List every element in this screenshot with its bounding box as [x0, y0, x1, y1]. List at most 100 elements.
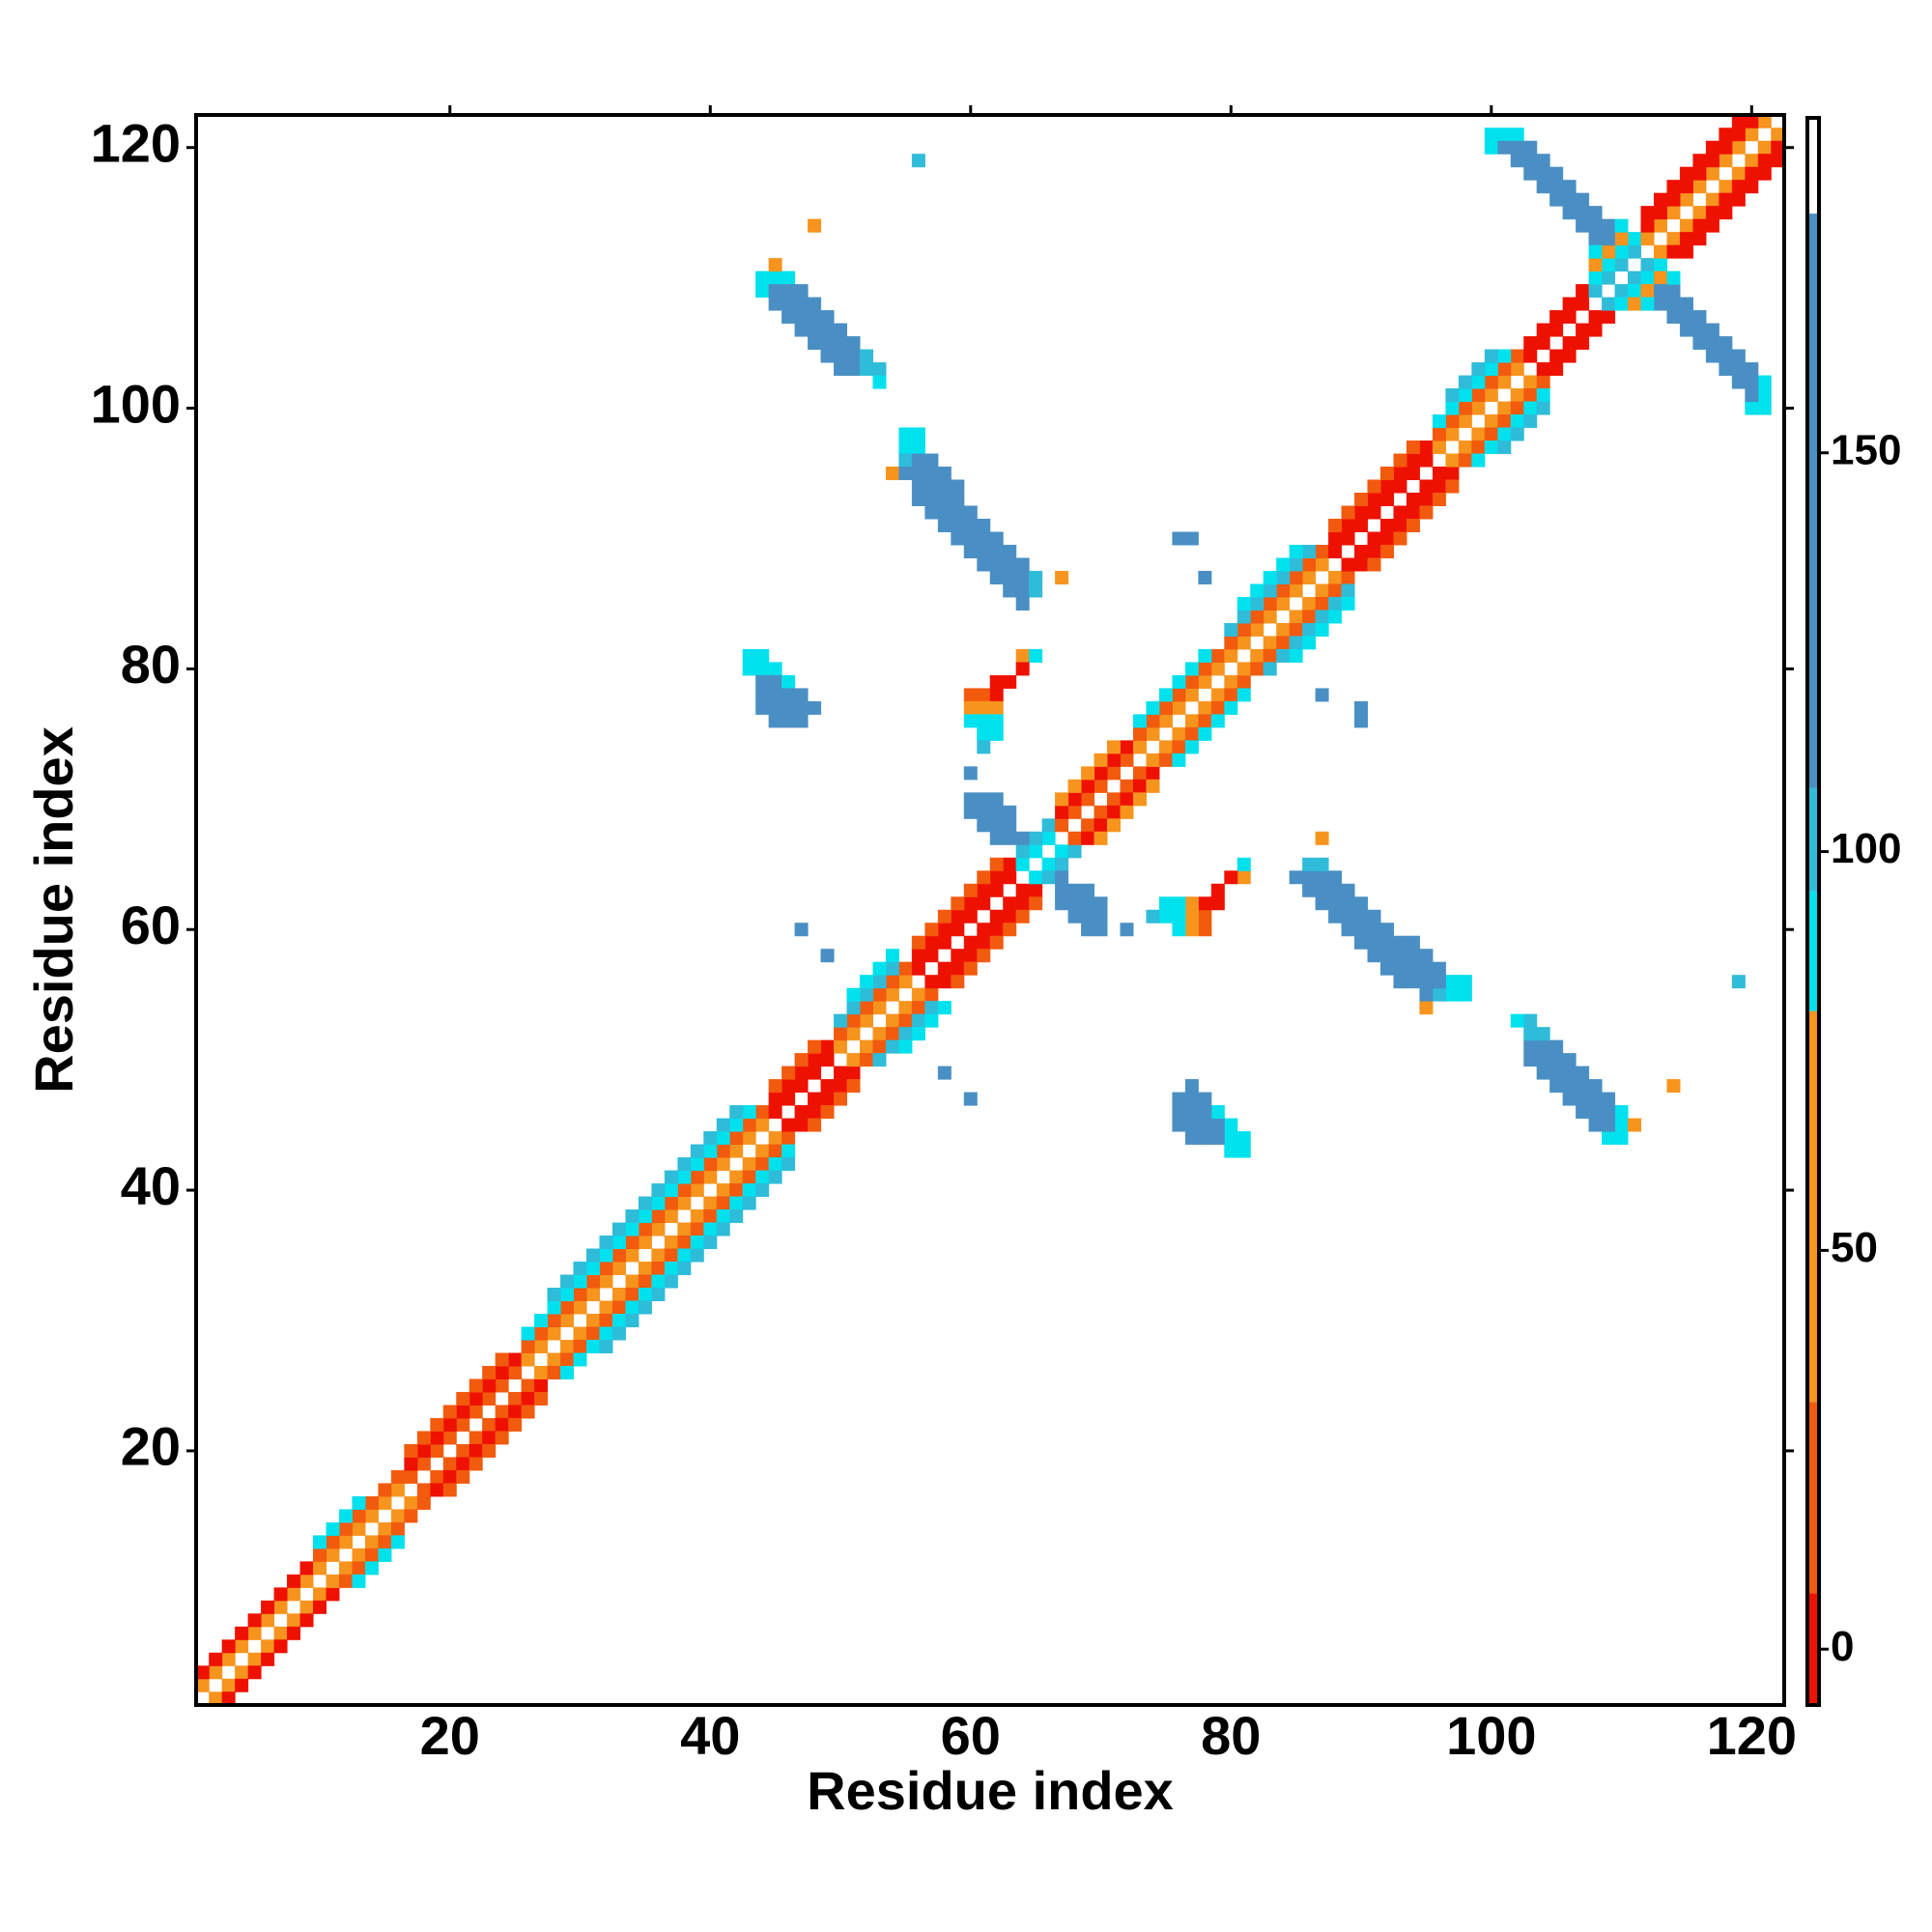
cell	[1393, 935, 1407, 989]
cell	[755, 688, 809, 702]
cell	[989, 857, 1004, 871]
cell	[898, 427, 925, 441]
cell	[924, 923, 939, 937]
cell	[1614, 244, 1629, 259]
cell	[1263, 610, 1277, 624]
cell	[338, 1535, 353, 1549]
cell	[1015, 896, 1030, 911]
cell	[768, 258, 782, 272]
cell	[1705, 218, 1719, 233]
cell	[1289, 557, 1303, 572]
cell	[1367, 493, 1381, 507]
cell	[755, 1170, 770, 1184]
cell	[1315, 557, 1329, 572]
cell	[235, 1665, 249, 1680]
cell	[273, 1600, 288, 1614]
cell	[1406, 505, 1420, 520]
cell	[338, 1509, 353, 1523]
cell	[508, 1405, 523, 1419]
cell	[1510, 1013, 1524, 1028]
cell	[1094, 831, 1108, 845]
cell	[1458, 414, 1472, 429]
cell	[820, 949, 835, 963]
cell	[1419, 505, 1434, 520]
cell	[352, 1561, 366, 1576]
cell	[1015, 596, 1030, 611]
x-tick-label: 80	[1201, 1705, 1261, 1766]
cell	[1094, 818, 1108, 833]
cell	[1640, 206, 1655, 220]
cell	[1393, 518, 1407, 532]
cell	[729, 1209, 744, 1224]
cell	[977, 557, 1030, 572]
cell	[469, 1378, 483, 1393]
cell	[1184, 662, 1199, 676]
cell	[1666, 244, 1681, 259]
cell	[911, 479, 965, 494]
cell	[677, 1236, 692, 1250]
cell	[599, 1248, 613, 1263]
cell	[638, 1222, 652, 1236]
cell	[599, 1339, 613, 1353]
cell	[1445, 401, 1460, 415]
cell	[885, 1039, 899, 1054]
cell	[1406, 493, 1420, 507]
cell	[508, 1391, 523, 1406]
cell	[416, 1457, 431, 1471]
cell	[1588, 244, 1603, 259]
cell	[1328, 870, 1343, 923]
y-tick-label: 100	[91, 373, 181, 434]
cell	[1158, 700, 1173, 715]
cell	[1536, 362, 1550, 377]
cell	[611, 1300, 626, 1315]
cell	[1354, 544, 1369, 558]
cell	[1029, 896, 1043, 911]
cell	[1067, 779, 1082, 793]
cell	[221, 1639, 236, 1654]
cell	[808, 218, 822, 233]
cell	[404, 1495, 418, 1510]
cell	[1236, 636, 1251, 650]
cell	[1120, 779, 1134, 793]
cell	[430, 1469, 444, 1484]
cell	[1497, 140, 1538, 155]
cell	[911, 949, 925, 963]
cell	[729, 1118, 744, 1132]
cell	[1184, 896, 1199, 937]
cell	[755, 674, 782, 689]
cell	[1302, 622, 1317, 637]
colorbar-segment	[1807, 1593, 1819, 1705]
cell	[1236, 610, 1251, 624]
cell	[651, 1209, 666, 1224]
cell	[872, 961, 887, 976]
cell	[1210, 1118, 1225, 1146]
cell	[768, 1092, 782, 1106]
cell	[1484, 440, 1498, 455]
cell	[1224, 1118, 1238, 1158]
cell	[846, 1065, 861, 1080]
cell	[586, 1288, 600, 1302]
cell	[378, 1535, 392, 1549]
cell	[872, 1053, 887, 1067]
cell	[560, 1313, 575, 1327]
cell	[977, 726, 1004, 741]
cell	[1614, 218, 1629, 233]
cell	[1172, 531, 1199, 546]
cell	[1406, 467, 1420, 481]
cell	[521, 1378, 535, 1393]
cell	[651, 1222, 666, 1236]
cell	[430, 1417, 444, 1432]
cell	[1341, 570, 1355, 584]
cell	[364, 1548, 379, 1562]
cell	[1679, 166, 1693, 181]
cell	[1328, 531, 1343, 546]
cell	[834, 362, 861, 377]
cell	[820, 349, 861, 363]
cell	[1497, 427, 1512, 441]
cell	[1367, 544, 1381, 558]
cell	[1263, 596, 1277, 611]
cell	[977, 896, 991, 911]
cell	[1653, 206, 1667, 220]
cell	[1120, 805, 1134, 819]
y-tick-label: 40	[121, 1155, 181, 1216]
